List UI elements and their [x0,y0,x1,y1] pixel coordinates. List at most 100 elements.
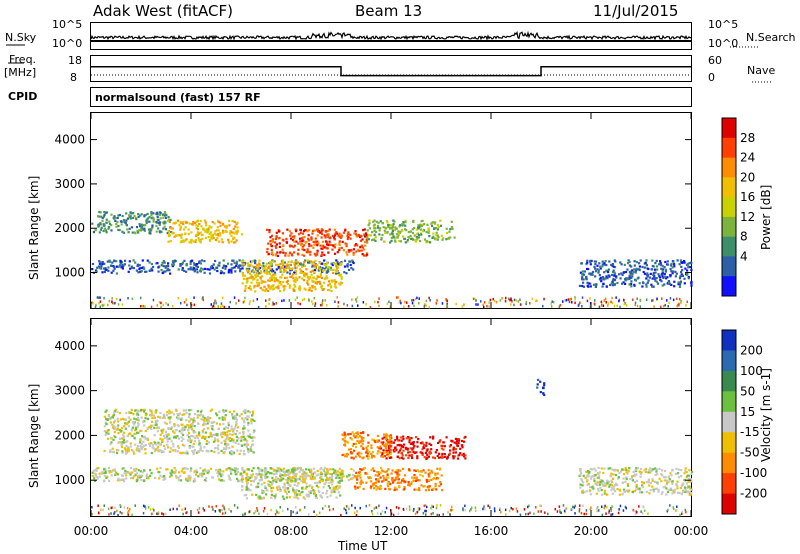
velocity-echo-cell [377,471,380,474]
power-echo-cell [387,224,390,227]
velocity-echo-cell [114,473,117,477]
velocity-echo-cell [366,452,369,455]
power-echo-cell [152,217,155,220]
power-echo-cell [266,250,269,253]
velocity-echo-cell [158,471,161,474]
velocity-echo-cell [205,440,209,443]
power-echo-cell [612,277,615,280]
power-echo-cell [641,285,644,288]
velocity-ground-scatter [574,512,576,515]
velocity-ground-scatter [559,510,561,514]
velocity-echo-cell [225,448,228,451]
power-echo-cell [286,263,289,266]
velocity-echo-cell [431,488,434,491]
velocity-echo-cell [385,449,388,452]
power-echo-cell [686,269,689,272]
power-echo-cell [411,228,414,231]
power-echo-cell [336,264,339,267]
power-echo-cell [213,222,216,225]
velocity-echo-cell [165,422,168,425]
velocity-ground-scatter [681,512,683,515]
velocity-echo-cell [259,468,262,471]
velocity-echo-cell [157,426,160,429]
power-echo-cell [289,268,292,271]
power-echo-cell [199,219,202,223]
power-echo-cell [171,265,174,268]
velocity-echo-cell [396,472,399,475]
power-echo-cell [291,274,294,277]
power-echo-cell [279,251,282,254]
power-echo-cell [167,232,171,236]
power-echo-cell [331,280,334,283]
velocity-echo-cell [355,471,358,474]
power-ground-scatter [574,296,576,299]
velocity-echo-cell [258,470,261,473]
velocity-echo-cell [150,411,153,414]
power-echo-cell [143,267,146,270]
velocity-echo-cell [201,431,204,434]
velocity-echo-cell [151,416,154,420]
power-echo-cell [227,271,230,274]
power-echo-cell [262,267,265,271]
velocity-echo-cell [456,438,459,441]
power-echo-cell [375,220,378,223]
velocity-echo-cell [239,449,242,452]
power-echo-cell [195,263,198,266]
velocity-echo-cell [131,449,134,452]
power-echo-cell [201,237,204,240]
velocity-echo-cell [339,485,342,488]
velocity-echo-cell [660,492,663,495]
velocity-echo-cell [307,468,311,471]
velocity-echo-cell [126,446,129,449]
velocity-echo-cell [182,427,185,430]
velocity-echo-cell [169,475,172,478]
power-echo-cell [662,276,665,279]
velocity-echo-cell [606,481,609,484]
velocity-ground-scatter [356,510,358,513]
power-echo-cell [300,237,304,240]
velocity-ground-scatter [633,509,635,512]
velocity-echo-cell [176,424,179,427]
power-echo-cell [159,211,162,215]
power-ground-scatter [446,305,448,309]
power-echo-cell [594,263,597,266]
power-echo-cell [389,224,392,227]
velocity-echo-cell [149,474,152,477]
velocity-ground-scatter [144,507,147,510]
velocity-ground-scatter [318,511,321,515]
power-echo-cell [609,283,612,287]
power-echo-cell [304,259,307,262]
velocity-echo-cell [408,468,411,471]
velocity-echo-cell [221,416,224,419]
velocity-echo-cell [413,445,416,448]
power-echo-cell [678,277,682,280]
power-echo-cell [582,285,586,288]
velocity-echo-cell [229,451,232,455]
power-echo-cell [363,233,366,236]
velocity-echo-cell [315,484,318,487]
velocity-echo-cell [240,436,243,439]
power-echo-cell [207,228,210,231]
velocity-ground-scatter [412,509,415,512]
power-echo-cell [101,271,104,274]
velocity-ground-scatter [510,506,512,510]
power-echo-cell [626,268,629,271]
power-ground-scatter [374,300,376,304]
velocity-echo-cell [380,469,383,472]
velocity-echo-cell [159,443,162,446]
velocity-echo-cell [686,490,689,493]
power-echo-cell [318,261,321,264]
velocity-echo-cell [242,432,245,435]
velocity-echo-cell [455,440,459,443]
power-echo-cell [611,270,615,274]
power-echo-cell [586,284,589,287]
power-echo-cell [233,236,236,239]
velocity-echo-cell [259,496,262,499]
power-echo-cell [191,268,194,271]
velocity-echo-cell [251,418,254,421]
power-echo-cell [172,222,175,225]
velocity-echo-cell [285,496,288,499]
velocity-echo-cell [273,469,276,472]
power-echo-cell [354,232,357,235]
velocity-echo-cell [246,440,249,443]
